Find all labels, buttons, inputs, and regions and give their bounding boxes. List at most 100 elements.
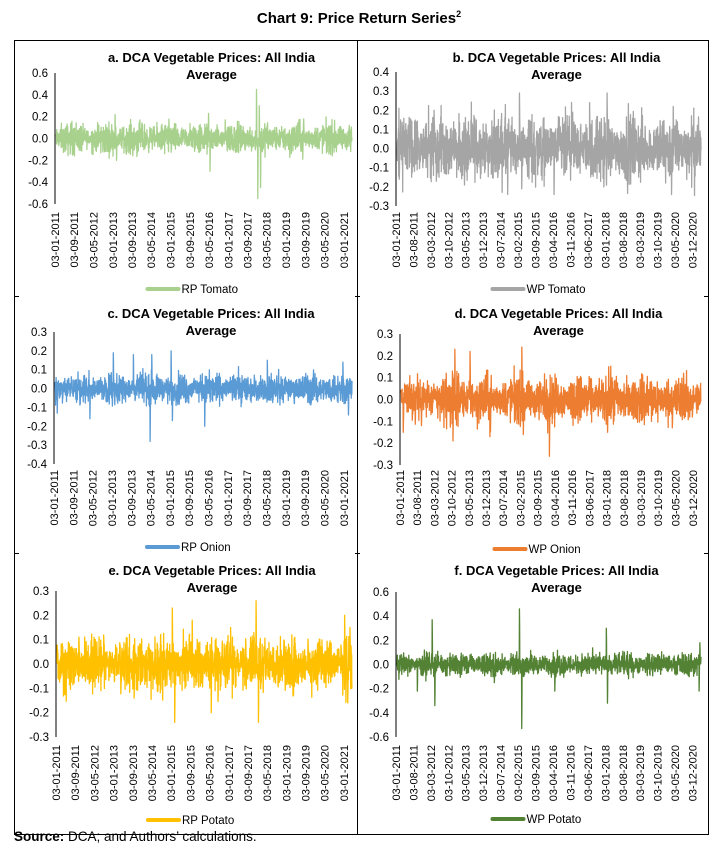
x-tick-label: 03-05-2013 <box>464 470 476 526</box>
x-tick-label: 03-06-2017 <box>583 745 595 801</box>
y-tick-label: 0.4 <box>373 67 390 79</box>
x-tick-label: 03-09-2013 <box>126 470 138 526</box>
x-tick-label: 03-01-2013 <box>108 212 120 268</box>
y-tick-label: -0.4 <box>28 177 48 189</box>
x-tick-label: 03-09-2013 <box>127 212 139 268</box>
y-tick-label: -0.4 <box>27 459 47 471</box>
x-tick-label: 03-03-2012 <box>426 745 438 801</box>
chart-svg: c. DCA Vegetable Prices: All India Averag… <box>27 306 353 554</box>
x-tick-label: 03-05-2020 <box>320 212 332 268</box>
x-tick-label: 03-09-2011 <box>70 745 82 800</box>
y-tick-label: 0.6 <box>32 68 48 80</box>
y-tick-label: 0.1 <box>377 373 393 385</box>
series-line-rp-onion <box>54 350 353 443</box>
chart-panel-5: e. DCA Vegetable Prices: All India Averag… <box>14 553 357 836</box>
y-tick-label: -0.1 <box>373 416 393 428</box>
y-tick-label: 0.0 <box>32 134 48 146</box>
x-tick-label: 03-01-2015 <box>166 745 178 801</box>
chart-title: Chart 9: Price Return Series2 <box>0 9 718 27</box>
x-tick-label: 03-01-2015 <box>165 470 177 526</box>
x-tick-label: 03-01-2017 <box>224 745 236 801</box>
y-tick-label: -0.2 <box>28 155 48 167</box>
x-tick-label: 03-10-2012 <box>443 212 455 268</box>
x-tick-label: 03-10-2019 <box>653 470 665 526</box>
x-tick-label: 03-08-2018 <box>619 470 631 526</box>
x-tick-label: 03-07-2014 <box>496 212 508 268</box>
chart-svg: d. DCA Vegetable Prices: All India Averag… <box>373 306 702 556</box>
y-tick-label: -0.2 <box>373 438 393 450</box>
x-tick-label: 03-03-2019 <box>635 212 647 268</box>
y-tick-label: -0.1 <box>29 683 49 695</box>
x-tick-label: 03-10-2019 <box>653 212 665 268</box>
x-tick-label: 03-03-2019 <box>636 470 648 526</box>
x-tick-label: 03-01-2018 <box>600 212 612 268</box>
x-tick-label: 03-10-2012 <box>447 470 459 526</box>
x-tick-label: 03-05-2020 <box>319 470 331 526</box>
x-tick-label: 03-05-2018 <box>261 470 273 526</box>
x-tick-label: 03-08-2011 <box>412 470 424 525</box>
x-tick-label: 03-12-2020 <box>688 212 700 268</box>
legend-label: WP Potato <box>527 814 582 826</box>
panel-title-line: f. DCA Vegetable Prices: All India <box>454 563 659 578</box>
x-tick-label: 03-01-2015 <box>166 212 178 268</box>
source-label: Source: <box>14 829 65 844</box>
chart-svg: b. DCA Vegetable Prices: All India Averag… <box>369 50 702 296</box>
x-tick-label: 03-01-2018 <box>600 745 612 801</box>
x-tick-label: 03-09-2015 <box>533 470 545 526</box>
row-divider-tick <box>355 553 360 554</box>
y-tick-label: 0.0 <box>377 395 393 407</box>
y-tick-label: -0.3 <box>27 440 47 452</box>
chart-panel-3: c. DCA Vegetable Prices: All India Averag… <box>14 296 357 554</box>
x-tick-label: 03-09-2015 <box>185 212 197 268</box>
x-tick-label: 03-02-2015 <box>516 470 528 526</box>
x-tick-label: 03-05-2016 <box>204 745 216 801</box>
panel-title-line: b. DCA Vegetable Prices: All India <box>453 50 662 65</box>
y-tick-label: -0.2 <box>27 421 47 433</box>
chart-panel-6: f. DCA Vegetable Prices: All India Averag… <box>357 553 709 836</box>
panel-title-line: Average <box>186 67 237 82</box>
x-tick-label: 03-01-2018 <box>602 470 614 526</box>
x-tick-label: 03-09-2017 <box>243 212 255 268</box>
x-tick-label: 03-08-2011 <box>408 212 420 267</box>
x-tick-label: 03-12-2013 <box>481 470 493 526</box>
row-divider-tick <box>704 296 709 297</box>
x-tick-label: 03-12-2020 <box>688 470 700 526</box>
y-tick-label: -0.2 <box>369 182 389 194</box>
y-tick-label: 0.0 <box>33 659 49 671</box>
x-tick-label: 03-11-2016 <box>566 745 578 800</box>
x-tick-label: 03-12-2013 <box>478 212 490 268</box>
x-tick-label: 03-11-2016 <box>567 470 579 525</box>
x-tick-label: 03-01-2017 <box>223 470 235 526</box>
chart-title-text: Chart 9: Price Return Series <box>256 10 457 27</box>
x-tick-label: 03-01-2011 <box>50 212 62 267</box>
source-note: Source: DCA; and Authors’ calculations. <box>14 829 257 844</box>
x-tick-label: 03-04-2016 <box>548 212 560 268</box>
x-tick-label: 03-11-2016 <box>566 212 578 267</box>
x-tick-label: 03-04-2016 <box>548 745 560 801</box>
x-tick-label: 03-09-2017 <box>243 745 255 801</box>
row-divider-tick <box>14 553 19 554</box>
panel-title-line: Average <box>186 323 237 338</box>
x-tick-label: 03-01-2013 <box>109 745 121 801</box>
panel-title-line: Average <box>531 67 582 82</box>
legend-label: WP Onion <box>529 544 581 556</box>
x-tick-label: 03-10-2019 <box>653 745 665 801</box>
x-tick-label: 03-09-2015 <box>185 745 197 801</box>
x-tick-label: 03-08-2011 <box>408 745 420 800</box>
x-tick-label: 03-09-2011 <box>68 470 80 525</box>
x-tick-label: 03-09-2015 <box>531 745 543 801</box>
legend-label: WP Tomato <box>527 284 586 296</box>
x-tick-label: 03-05-2020 <box>670 212 682 268</box>
y-tick-label: 0.3 <box>377 329 393 341</box>
y-tick-label: 0.1 <box>373 124 389 136</box>
legend-label: RP Tomato <box>182 284 238 296</box>
chart-panel-1: a. DCA Vegetable Prices: All India Averag… <box>14 40 357 296</box>
y-tick-label: 0.2 <box>373 105 389 117</box>
y-tick-label: 0.4 <box>32 90 49 102</box>
x-tick-label: 03-05-2012 <box>89 745 101 801</box>
source-text: DCA; and Authors’ calculations. <box>64 829 257 844</box>
y-tick-label: 0.3 <box>31 327 47 339</box>
x-tick-label: 03-03-2019 <box>635 745 647 801</box>
x-tick-label: 03-05-2020 <box>320 745 332 801</box>
series-line-wp-potato <box>396 608 702 730</box>
